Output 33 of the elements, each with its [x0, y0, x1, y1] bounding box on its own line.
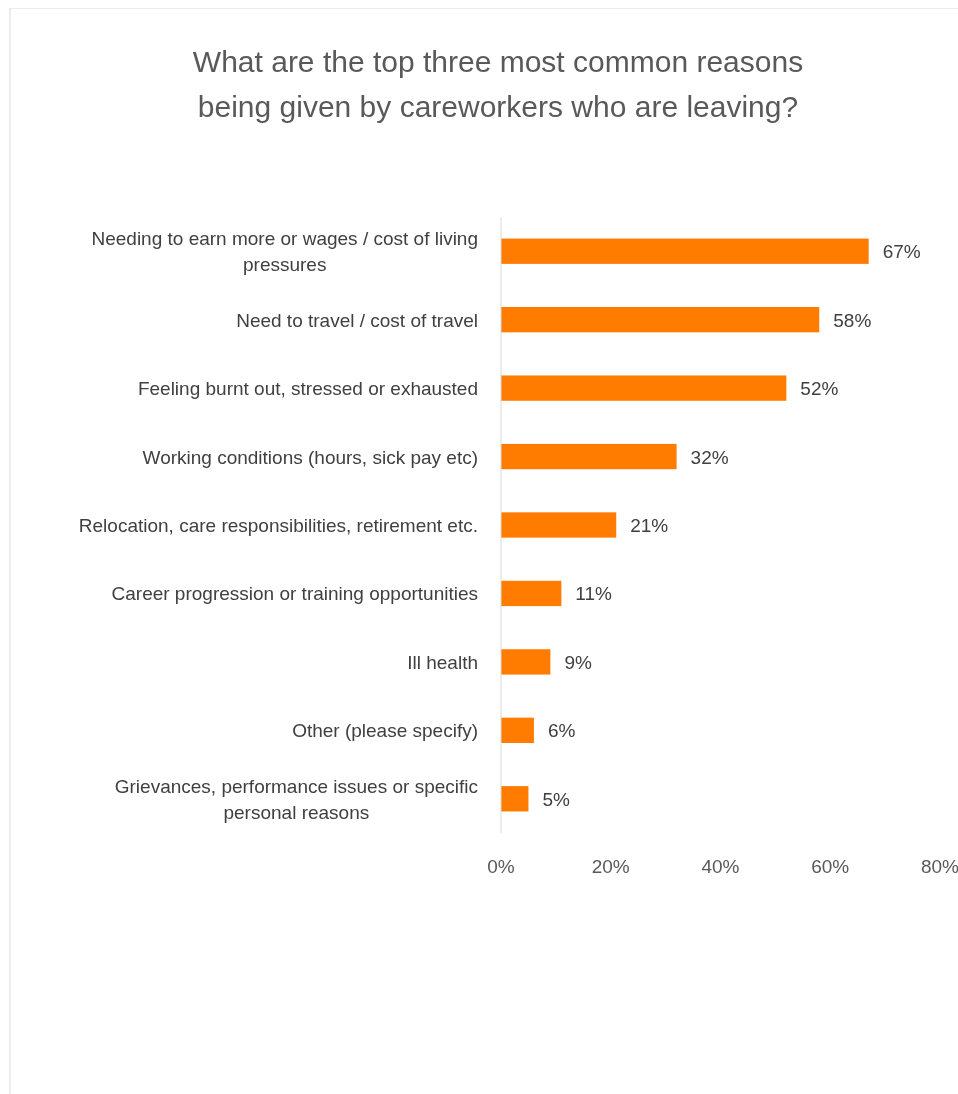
data-label: 9% [564, 651, 592, 673]
bar [501, 580, 562, 607]
data-label: 32% [690, 446, 729, 468]
x-tick-label: 60% [811, 856, 850, 877]
data-label: 5% [542, 788, 570, 810]
bar [501, 238, 869, 264]
y-tick-label: Career progression or training opportunities [111, 583, 479, 605]
bar [501, 649, 551, 675]
bar [501, 717, 534, 743]
chart-title: What are the top three most common reasons being given by careworkers who are leaving? [192, 45, 804, 123]
data-label: 21% [630, 515, 669, 536]
data-label: 6% [547, 720, 576, 742]
y-tick-label: Need to travel / cost of travel [236, 309, 479, 331]
x-tick-label: 40% [701, 856, 740, 877]
x-tick-label: 20% [591, 856, 630, 877]
data-label: 67% [882, 241, 921, 263]
y-tick-label: Relocation, care responsibilities, retirement etc. [78, 515, 479, 536]
data-label: 52% [800, 378, 839, 400]
data-label: 58% [833, 309, 872, 331]
x-tick-label: 0% [487, 856, 515, 877]
bar [501, 443, 677, 470]
bar [501, 307, 820, 333]
bar [501, 786, 529, 812]
y-tick-label: Needing to earn more or wages / cost of living pressures [91, 228, 478, 276]
y-tick-label: Working conditions (hours, sick pay etc) [142, 446, 478, 468]
y-tick-label: Grievances, performance issues or specific personal reasons [114, 775, 479, 823]
y-tick-label: Feeling burnt out, stressed or exhausted [137, 378, 478, 400]
data-label: 11% [575, 583, 613, 605]
x-tick-label: 80% [920, 856, 958, 877]
bar [501, 375, 787, 401]
y-tick-label: Ill health [407, 651, 479, 673]
bar [501, 512, 617, 538]
y-tick-label: Other (please specify) [292, 720, 478, 742]
